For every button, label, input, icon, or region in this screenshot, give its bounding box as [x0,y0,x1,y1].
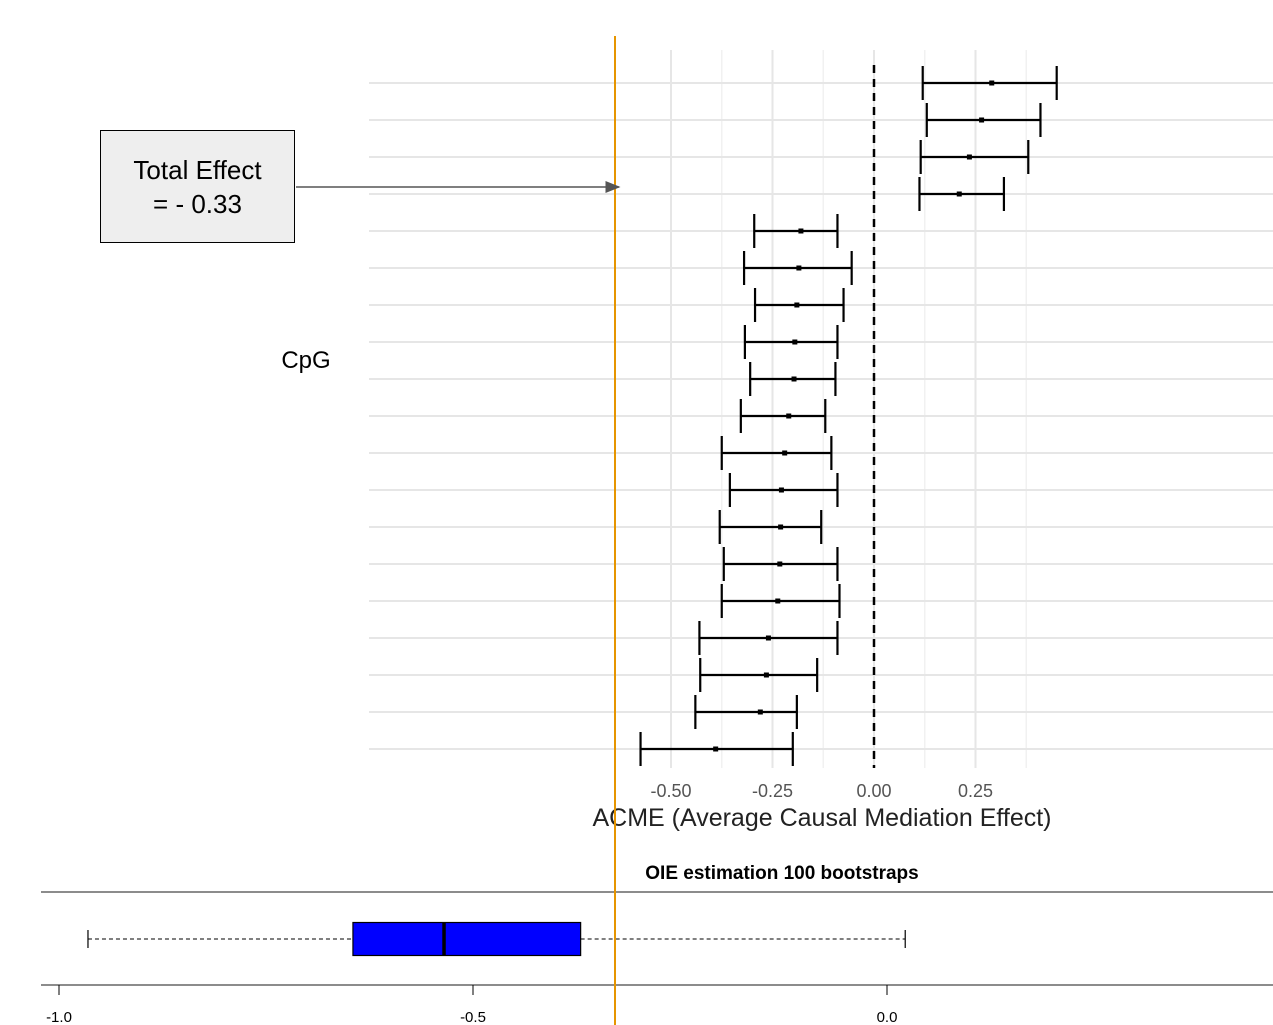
estimate-row [720,436,833,470]
total-effect-label: Total Effect [133,154,262,185]
forest-y-axis-title: CpG [281,347,330,374]
point-estimate [956,191,962,197]
estimate-row [698,621,839,655]
estimate-row [720,584,841,618]
forest-x-ticks: -0.50 -0.25 0.00 0.25 [650,781,993,801]
point-estimate [786,413,792,419]
x-tick-label: 0.00 [856,781,891,801]
forest-x-axis-title: ACME (Average Causal Mediation Effect) [592,804,1051,832]
point-estimate [782,450,788,456]
iqr-box [352,921,582,957]
estimate-row [749,362,837,396]
point-estimate [765,635,771,641]
estimate-row [918,177,1006,211]
point-estimate [794,302,800,308]
estimate-row [919,140,1030,174]
point-estimate [775,598,781,604]
boxplot-tick-label: -0.5 [460,1009,486,1025]
point-estimate [713,746,719,752]
point-estimate [798,228,804,234]
point-estimate [778,524,784,530]
estimate-row [742,251,853,285]
estimate-row [718,510,823,544]
estimate-row [925,103,1042,137]
estimate-row [639,732,794,766]
x-tick-label: 0.25 [958,781,993,801]
point-estimate [777,561,783,567]
point-estimate [763,672,769,678]
point-estimate [791,376,797,382]
total-effect-value: = - 0.33 [153,188,242,219]
estimate-row [753,214,839,248]
boxplot [87,921,906,957]
point-estimate [778,487,784,493]
point-estimate [796,265,802,271]
boxplot-tick-label: -1.0 [46,1009,72,1025]
estimate-row [753,288,845,322]
point-estimate [966,154,972,160]
point-estimate [989,80,995,86]
x-tick-label: -0.25 [752,781,793,801]
boxplot-title: OIE estimation 100 bootstraps [645,863,918,884]
estimate-row [743,325,839,359]
boxplot-x-ticks: -1.0 -0.5 0.0 [46,985,897,1025]
estimate-row [728,473,839,507]
boxplot-tick-label: 0.0 [877,1009,898,1025]
forest-bars [639,66,1058,766]
point-estimate [757,709,763,715]
forest-grid [369,50,1273,768]
estimate-row [722,547,839,581]
total-effect-annotation: Total Effect = - 0.33 [100,130,295,243]
estimate-row [739,399,827,433]
point-estimate [979,117,985,123]
estimate-row [699,658,819,692]
point-estimate [792,339,798,345]
estimate-row [921,66,1058,100]
estimate-row [694,695,798,729]
x-tick-label: -0.50 [650,781,691,801]
